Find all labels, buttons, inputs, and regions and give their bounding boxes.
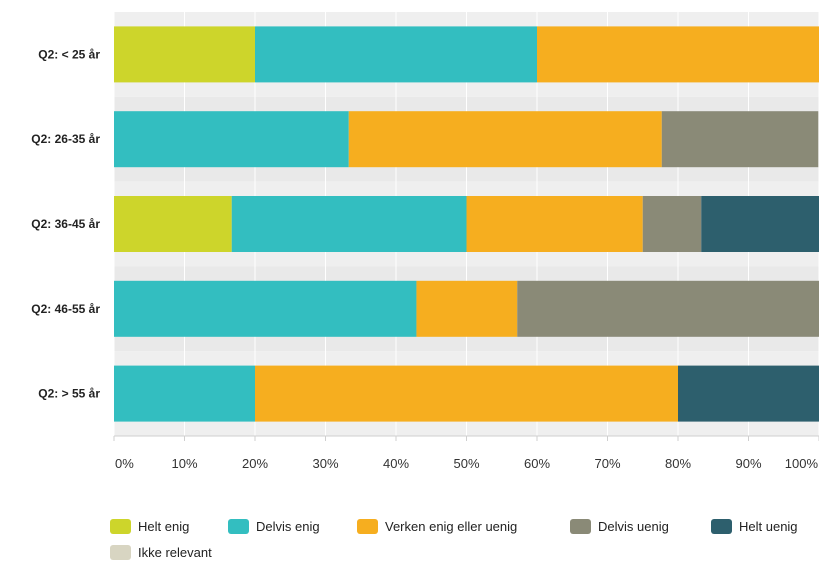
bar-segment <box>642 196 702 252</box>
bar-segment <box>517 280 819 337</box>
bar-segment <box>678 365 819 422</box>
legend-label: Delvis enig <box>256 518 320 534</box>
legend-item[interactable]: Delvis enig <box>228 516 320 536</box>
legend-item[interactable]: Verken enig eller uenig <box>357 516 517 536</box>
bar-segment <box>661 111 819 168</box>
x-axis: 0% 10% 20% 30% 40% 50% 60% 70% 80% 90% 100% <box>113 435 819 471</box>
category-label: Q2: > 55 år <box>38 387 100 401</box>
legend-swatch <box>570 518 591 534</box>
bar-segment <box>416 280 518 337</box>
legend-label: Verken enig eller uenig <box>385 518 518 534</box>
category-labels: Q2: < 25 år Q2: 26-35 år Q2: 36-45 år Q2: 4… <box>31 47 100 400</box>
legend-swatch <box>110 518 131 534</box>
x-tick-label: 20% <box>242 456 268 471</box>
x-tick-label: 50% <box>453 456 479 471</box>
x-tick-label: 10% <box>171 456 197 471</box>
legend-item[interactable]: Helt uenig <box>711 516 798 536</box>
legend-swatch <box>711 518 732 534</box>
bar-segment <box>466 196 643 252</box>
legend-item[interactable]: Ikke relevant <box>110 542 212 562</box>
x-tick-label: 90% <box>735 456 761 471</box>
bar-segment <box>537 26 819 83</box>
legend-swatch <box>357 518 378 534</box>
category-label: Q2: 26-35 år <box>31 132 100 146</box>
category-label: Q2: < 25 år <box>38 47 100 61</box>
bar-segment <box>701 196 819 252</box>
bars <box>114 26 819 422</box>
legend-label: Ikke relevant <box>138 544 212 560</box>
legend-item[interactable]: Helt enig <box>110 516 189 536</box>
x-tick-label: 70% <box>594 456 620 471</box>
legend-swatch <box>228 518 249 534</box>
bar-segment <box>255 365 678 422</box>
category-label: Q2: 46-55 år <box>31 302 100 316</box>
bar-segment <box>114 280 417 337</box>
bar-segment <box>255 26 537 83</box>
bar-segment <box>231 196 467 252</box>
legend-label: Delvis uenig <box>598 518 669 534</box>
bar-segment <box>114 196 232 252</box>
x-tick-label: 100% <box>785 456 819 471</box>
x-tick-label: 0% <box>115 456 134 471</box>
x-tick-label: 60% <box>524 456 550 471</box>
bar-segment <box>114 365 255 422</box>
legend-label: Helt uenig <box>739 518 798 534</box>
legend-label: Helt enig <box>138 518 190 534</box>
bar-segment <box>114 111 349 168</box>
category-label: Q2: 36-45 år <box>31 217 100 231</box>
legend-item[interactable]: Delvis uenig <box>570 516 669 536</box>
x-tick-label: 80% <box>665 456 691 471</box>
bar-segment <box>348 111 662 168</box>
legend-swatch <box>110 544 131 560</box>
x-tick-label: 30% <box>312 456 338 471</box>
x-tick-label: 40% <box>383 456 409 471</box>
bar-segment <box>114 26 255 83</box>
